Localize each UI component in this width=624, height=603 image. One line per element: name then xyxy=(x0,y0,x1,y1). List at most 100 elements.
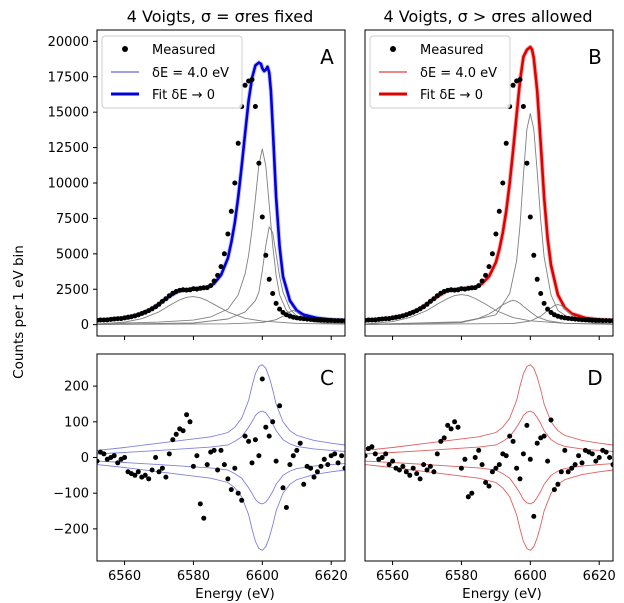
panel-d-data-point xyxy=(548,417,554,423)
panel-a-data-point xyxy=(270,291,276,296)
panel-c-data-point xyxy=(290,453,296,459)
panel-c-data-point xyxy=(190,463,196,469)
panel-c-data-point xyxy=(280,485,286,491)
panel-d-data-point xyxy=(400,463,406,469)
panel-c-data-point xyxy=(246,438,252,444)
panel-c-ytick-label: −100 xyxy=(53,487,89,502)
panel-c-ytick-label: 0 xyxy=(81,451,89,466)
panel-d-data-point xyxy=(558,469,564,475)
panel-a-legend-label-band: δE = 4.0 eV xyxy=(152,66,229,81)
panel-d-data-point xyxy=(479,462,485,468)
panel-a-data-point xyxy=(156,301,162,307)
panel-d-data-point xyxy=(472,455,478,460)
panel-b: 4 Voigts, σ > σres allowed B Measured δE… xyxy=(364,7,614,340)
panel-a-data-point xyxy=(259,214,265,220)
panel-a-data-point xyxy=(232,180,238,186)
panel-d-data-point xyxy=(383,451,389,457)
panel-a-legend-label-fit: Fit δE → 0 xyxy=(152,88,215,103)
panel-b-data-point xyxy=(486,264,492,270)
panel-c-ytick-label: 100 xyxy=(64,415,89,430)
panel-c-data-point xyxy=(325,462,331,468)
panel-d-data-point xyxy=(527,456,533,462)
panel-d-data-point xyxy=(531,513,537,519)
panel-c-data-point xyxy=(135,469,141,475)
panel-c-data-point xyxy=(339,453,345,459)
panel-b-data-point xyxy=(493,231,499,237)
panel-d-series xyxy=(365,364,613,551)
panel-b-component-line-2 xyxy=(365,299,613,325)
panel-a-data-point xyxy=(266,276,272,282)
panel-c-xtick-label: 6560 xyxy=(108,569,141,584)
panel-b-data-point xyxy=(434,293,440,299)
panel-a-ytick-label: 5000 xyxy=(56,247,89,262)
panel-d-data-point xyxy=(534,440,540,446)
panel-a-data-point xyxy=(163,296,169,302)
panel-d-data-point xyxy=(445,422,451,428)
panel-d-data-point xyxy=(517,476,523,482)
panel-c-series xyxy=(97,364,345,551)
panel-c-data-point xyxy=(211,447,217,453)
panel-d-data-point xyxy=(424,467,430,473)
panel-d-data-point xyxy=(365,453,368,459)
panel-c-data-point xyxy=(321,456,327,462)
panel-d-data-point xyxy=(572,462,578,468)
panel-b-data-point xyxy=(503,140,509,146)
panel-c-data-point xyxy=(294,447,300,453)
panel-a-data-point xyxy=(342,318,345,324)
panel-c-data-point xyxy=(215,467,221,473)
panel-a-data-point xyxy=(277,306,283,312)
panel-a-label: A xyxy=(320,45,334,69)
panel-d-data-point xyxy=(455,424,461,430)
panel-b-data-point xyxy=(489,251,495,257)
panel-a: 4 Voigts, σ = σres fixed 0 2500 5000 7500 10… xyxy=(48,7,346,340)
panel-d-data-point xyxy=(372,451,378,457)
panel-b-data-point xyxy=(534,276,540,282)
shared-ylabel: Counts per 1 eV bin xyxy=(11,245,27,379)
panel-c-frame xyxy=(96,353,346,562)
panel-a-data-point xyxy=(221,251,227,257)
panel-b-legend-marker-measured xyxy=(390,46,396,52)
panel-a-data-point xyxy=(314,317,320,323)
panel-c-data-point xyxy=(266,433,272,439)
panel-b-plot xyxy=(364,29,614,340)
panel-b-legend-label-measured: Measured xyxy=(420,43,484,58)
panel-c-data-point xyxy=(122,455,128,460)
panel-d-band-lower-outer xyxy=(365,464,613,551)
panel-c-band-lower-inner xyxy=(97,460,345,505)
panel-c-data-point xyxy=(197,501,203,507)
panel-a-plot: 0 2500 5000 7500 10000 12500 15000 17500 20000 xyxy=(48,29,346,340)
panel-c-data-point xyxy=(111,453,117,459)
panel-d-data-point xyxy=(441,435,447,441)
panel-c-plot: 6560 6580 6600 6620 −200 −100 0 100 200 xyxy=(53,353,348,584)
panel-a-data-point xyxy=(273,300,279,306)
panel-a-data-point xyxy=(263,252,269,258)
panel-b-legend: Measured δE = 4.0 eV Fit δE → 0 xyxy=(369,35,511,109)
panel-d-data-point xyxy=(565,469,571,475)
panel-d-band-upper-outer xyxy=(365,364,613,451)
panel-d-data-point xyxy=(541,433,547,439)
panel-c-ytick-label: 200 xyxy=(64,380,89,395)
panel-d-data-point xyxy=(603,449,609,455)
panel-d-data-point xyxy=(407,472,413,478)
panel-b-data-point xyxy=(531,252,537,258)
panel-d-data-point xyxy=(462,456,468,462)
panel-b-data-point xyxy=(431,296,437,302)
panel-a-legend-marker-measured xyxy=(122,46,128,52)
panel-d-xtick-label: 6560 xyxy=(376,569,409,584)
panel-d-data-point xyxy=(510,438,516,444)
panel-c-data-point xyxy=(273,458,279,464)
panel-d-data-point xyxy=(493,465,499,471)
panel-d-data-point xyxy=(483,480,489,485)
panel-a-data-point xyxy=(215,272,221,278)
panel-a-data-point xyxy=(211,278,217,284)
panel-a-data-point xyxy=(97,317,103,323)
panel-c-data-point xyxy=(194,453,200,459)
panel-d-data-point xyxy=(610,462,613,468)
panel-c-data-point xyxy=(142,472,148,478)
panel-b-data-point xyxy=(582,317,588,323)
panel-c-label: C xyxy=(320,366,334,390)
panel-a-data-point xyxy=(249,77,255,83)
panel-c-data-point xyxy=(146,476,152,482)
panel-d: 6560 6580 6600 6620 D Energy (eV) xyxy=(364,353,616,602)
